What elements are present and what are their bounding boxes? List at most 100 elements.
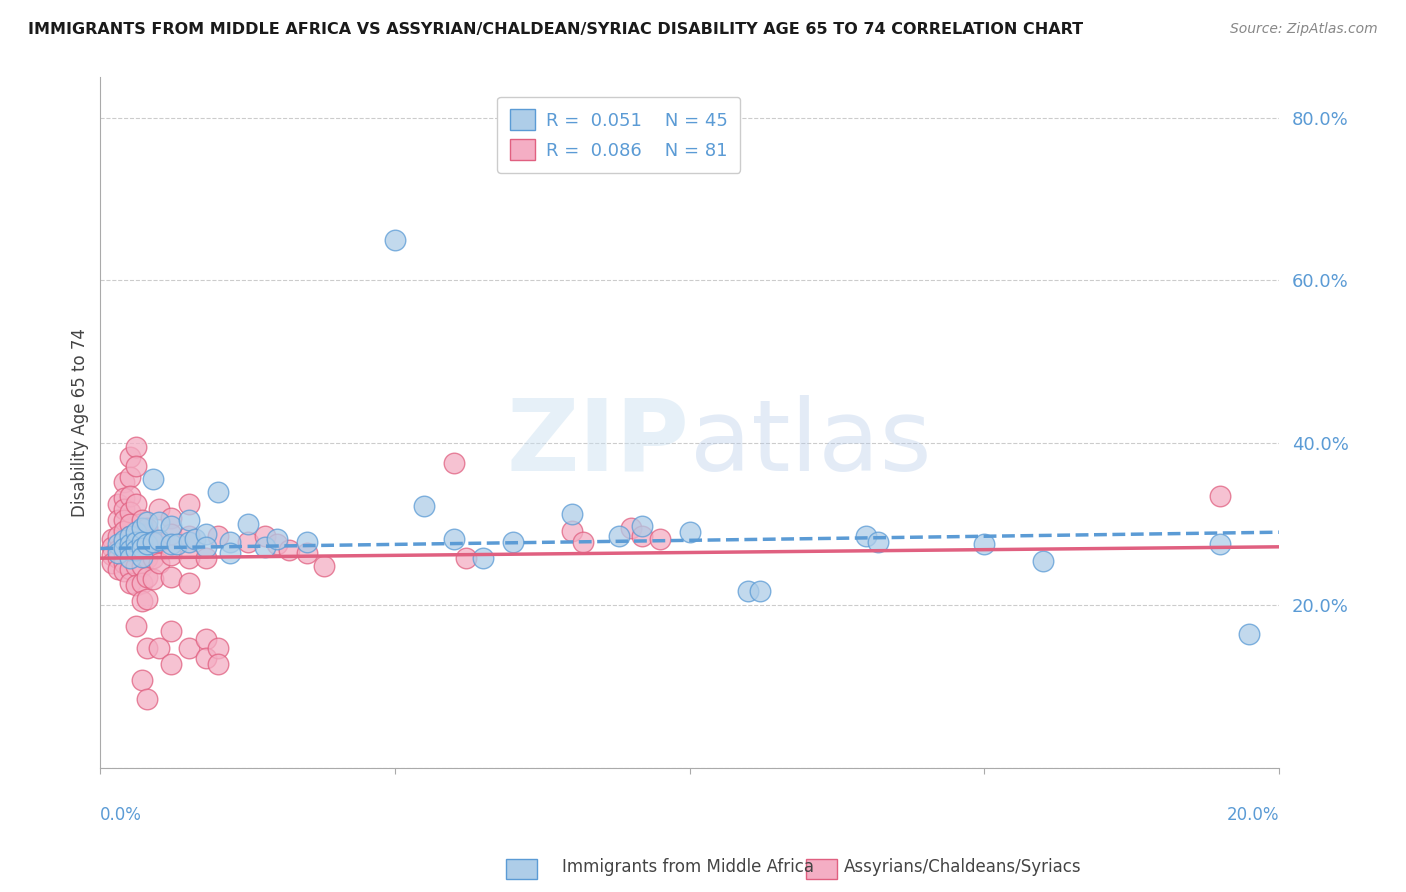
Point	[620, 521, 643, 535]
Point	[148, 640, 170, 655]
Point	[125, 497, 148, 511]
Point	[177, 529, 200, 543]
Point	[136, 691, 159, 706]
Point	[148, 535, 170, 549]
Point	[112, 502, 135, 516]
Point	[219, 545, 242, 559]
Point	[183, 532, 205, 546]
Point	[107, 543, 129, 558]
Point	[160, 624, 183, 639]
Point	[118, 489, 141, 503]
Point	[125, 618, 148, 632]
Point	[118, 450, 141, 465]
Point	[236, 535, 259, 549]
Text: IMMIGRANTS FROM MIDDLE AFRICA VS ASSYRIAN/CHALDEAN/SYRIAC DISABILITY AGE 65 TO 7: IMMIGRANTS FROM MIDDLE AFRICA VS ASSYRIA…	[28, 22, 1083, 37]
Point	[107, 551, 129, 566]
Point	[148, 502, 170, 516]
Point	[1209, 537, 1232, 551]
Point	[648, 532, 671, 546]
Point	[454, 551, 477, 566]
Point	[136, 570, 159, 584]
Point	[207, 640, 229, 655]
Point	[737, 583, 759, 598]
Point	[177, 575, 200, 590]
Point	[160, 518, 183, 533]
Point	[136, 521, 159, 535]
Point	[868, 535, 890, 549]
Point	[131, 526, 153, 541]
Point	[195, 526, 218, 541]
Point	[112, 564, 135, 578]
Point	[160, 570, 183, 584]
Point	[384, 233, 406, 247]
Point	[1239, 626, 1261, 640]
Point	[112, 524, 135, 538]
Point	[160, 526, 183, 541]
Point	[413, 500, 436, 514]
Point	[443, 456, 465, 470]
Point	[112, 475, 135, 489]
Point	[125, 543, 148, 558]
Point	[148, 533, 170, 548]
Point	[295, 545, 318, 559]
Point	[177, 640, 200, 655]
Point	[177, 535, 200, 549]
Point	[131, 575, 153, 590]
Text: 20.0%: 20.0%	[1226, 805, 1278, 823]
Point	[131, 549, 153, 564]
Point	[148, 556, 170, 570]
Point	[607, 529, 630, 543]
Point	[236, 517, 259, 532]
Point	[118, 543, 141, 558]
Point	[295, 535, 318, 549]
Point	[207, 484, 229, 499]
Point	[142, 535, 165, 549]
Point	[131, 541, 153, 556]
Point	[118, 551, 141, 566]
Point	[166, 537, 188, 551]
Text: ZIP: ZIP	[506, 395, 689, 491]
Point	[131, 594, 153, 608]
Point	[125, 458, 148, 473]
Point	[136, 640, 159, 655]
Point	[118, 540, 141, 554]
Point	[118, 562, 141, 576]
Point	[118, 551, 141, 566]
Point	[266, 532, 288, 546]
Point	[136, 537, 159, 551]
Point	[749, 583, 772, 598]
Point	[131, 535, 153, 549]
Point	[1209, 489, 1232, 503]
Point	[160, 510, 183, 524]
Point	[107, 529, 129, 543]
Point	[107, 562, 129, 576]
Point	[118, 517, 141, 532]
Point	[112, 541, 135, 556]
Text: Immigrants from Middle Africa: Immigrants from Middle Africa	[562, 858, 814, 876]
Point	[177, 513, 200, 527]
Point	[195, 551, 218, 566]
Point	[136, 516, 159, 530]
Point	[142, 572, 165, 586]
Point	[1032, 554, 1054, 568]
Point	[855, 529, 877, 543]
Point	[131, 521, 153, 535]
Point	[125, 559, 148, 574]
Point	[160, 537, 183, 551]
Point	[136, 591, 159, 606]
Point	[177, 497, 200, 511]
Point	[112, 491, 135, 505]
Point	[160, 657, 183, 671]
Point	[112, 533, 135, 548]
Point	[125, 525, 148, 540]
Point	[314, 559, 336, 574]
Point	[101, 548, 124, 562]
Point	[472, 551, 495, 566]
Point	[118, 470, 141, 484]
Legend: R =  0.051    N = 45, R =  0.086    N = 81: R = 0.051 N = 45, R = 0.086 N = 81	[498, 97, 741, 173]
Point	[219, 535, 242, 549]
Point	[136, 535, 159, 549]
Point	[118, 529, 141, 543]
Point	[207, 529, 229, 543]
Point	[443, 532, 465, 546]
